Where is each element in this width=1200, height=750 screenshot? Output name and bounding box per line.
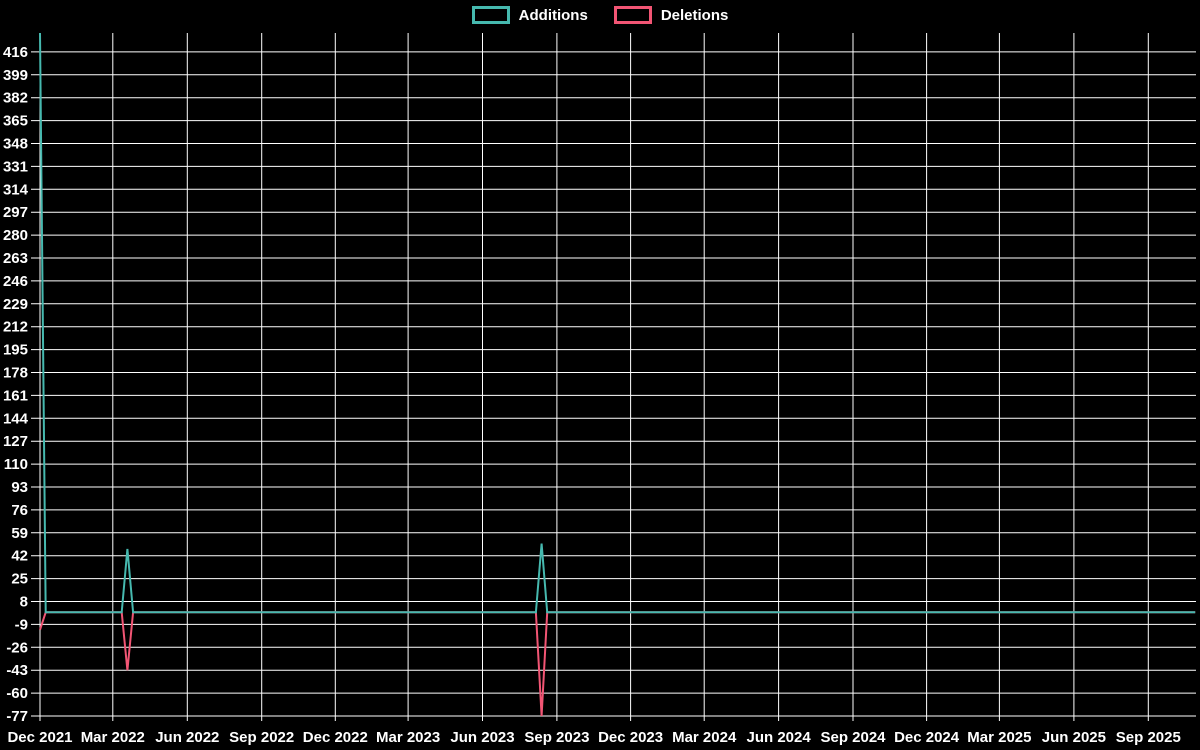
x-tick-label: Sep 2023 [524, 729, 589, 746]
legend-label-additions: Additions [518, 6, 588, 24]
y-tick-label: 76 [11, 502, 28, 519]
y-tick-label: -9 [15, 616, 28, 633]
legend-item-additions[interactable]: Additions [471, 6, 588, 24]
x-tick-label: Dec 2024 [894, 729, 960, 746]
x-tick-label: Mar 2024 [672, 729, 737, 746]
x-tick-label: Jun 2022 [155, 729, 219, 746]
deletions-line [39, 611, 1196, 717]
x-tick-label: Jun 2024 [746, 729, 811, 746]
deletions-swatch-icon [613, 6, 652, 24]
additions-line [39, 32, 1196, 614]
x-tick-label: Mar 2023 [376, 729, 440, 746]
y-tick-label: 127 [3, 433, 28, 450]
x-tick-label: Dec 2023 [598, 729, 663, 746]
y-tick-label: 280 [3, 227, 28, 244]
y-tick-label: -26 [6, 639, 28, 656]
x-tick-label: Sep 2025 [1116, 729, 1181, 746]
y-tick-label: 212 [3, 319, 28, 336]
chart-legend: Additions Deletions [0, 6, 1200, 24]
x-tick-label: Jun 2025 [1042, 729, 1106, 746]
y-tick-label: -43 [6, 662, 28, 679]
y-tick-label: 178 [3, 365, 28, 382]
additions-swatch-icon [471, 6, 510, 24]
x-tick-label: Dec 2021 [7, 729, 72, 746]
y-tick-label: 161 [3, 387, 28, 404]
y-tick-label: 382 [3, 90, 28, 107]
x-tick-label: Mar 2022 [81, 729, 145, 746]
y-tick-label: 331 [3, 158, 28, 175]
y-tick-label: 42 [11, 548, 28, 565]
y-tick-label: 399 [3, 67, 28, 84]
y-tick-label: 348 [3, 136, 28, 153]
y-tick-label: 229 [3, 296, 28, 313]
legend-item-deletions[interactable]: Deletions [613, 6, 729, 24]
y-tick-label: 93 [11, 479, 28, 496]
x-tick-label: Mar 2025 [967, 729, 1031, 746]
x-tick-label: Sep 2022 [229, 729, 294, 746]
y-tick-label: 195 [3, 342, 28, 359]
y-tick-label: 365 [3, 113, 28, 130]
y-tick-label: 297 [3, 204, 28, 221]
x-tick-label: Dec 2022 [303, 729, 368, 746]
y-tick-label: 314 [3, 181, 29, 198]
legend-label-deletions: Deletions [660, 6, 729, 24]
x-tick-label: Jun 2023 [450, 729, 514, 746]
y-tick-label: 263 [3, 250, 28, 267]
y-tick-label: 144 [3, 410, 29, 427]
y-tick-label: 246 [3, 273, 28, 290]
y-tick-label: 25 [11, 571, 28, 588]
y-tick-label: 416 [3, 44, 28, 61]
x-tick-label: Sep 2024 [820, 729, 886, 746]
y-tick-label: -60 [6, 685, 28, 702]
y-tick-label: 59 [11, 525, 28, 542]
y-tick-label: 8 [20, 594, 28, 611]
y-tick-label: 110 [4, 456, 28, 473]
y-tick-label: -77 [6, 708, 28, 725]
